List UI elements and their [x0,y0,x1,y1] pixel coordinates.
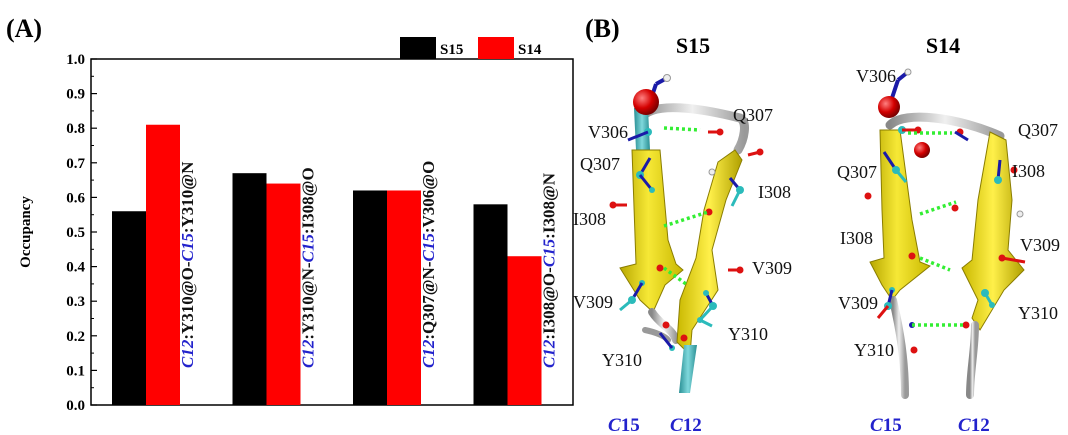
legend-swatch [400,37,436,59]
category-label: C12:Y310@N-C15:I308@O [299,167,318,368]
legend-label: S15 [440,42,463,58]
legend-label: S14 [518,42,542,58]
residue-label: Q307 [733,105,773,125]
legend: S15 S14 [400,37,542,59]
structure-s15: S15 [573,33,792,435]
y-tick-label: 0.4 [66,260,85,276]
bar-s15-2 [232,173,267,405]
y-tick-label: 0.6 [66,190,85,206]
y-axis: 0.0 0.1 0.2 0.3 0.4 0.5 0.6 0.7 0.8 0.9 1.0 [66,52,97,414]
structure-title: S15 [676,33,710,58]
residue-label: Q307 [580,154,620,174]
panel-a-label: (A) [6,14,42,43]
y-tick-label: 1.0 [66,52,85,68]
residue-label: Y310 [854,340,894,360]
s15-sidechains [609,74,764,351]
residue-label: I308 [758,182,791,202]
category-label: C12:Y310@O-C15:Y310@N [178,161,197,368]
chain-label: C15 [608,415,640,435]
y-tick-label: 0.2 [66,329,85,345]
y-tick-label: 0.1 [66,363,85,379]
y-axis-label: Occupancy [18,196,34,268]
s15-hbonds [662,126,709,286]
residue-label: I308 [1012,161,1045,181]
bar-s14-4 [507,256,542,405]
s14-sidechains [864,68,1026,354]
oxygen-sphere-icon [878,96,900,118]
legend-swatch [478,37,514,59]
bar-category-labels: C12:Y310@O-C15:Y310@N C12:Y310@N-C15:I308… [178,161,559,368]
residue-label: Y310 [728,324,768,344]
residue-label: Y310 [1018,303,1058,323]
category-label: C12:Q307@N-C15:V306@O [419,161,438,368]
residue-label: V306 [856,66,896,86]
y-tick-label: 0.3 [66,294,85,310]
occupancy-bar-chart: 0.0 0.1 0.2 0.3 0.4 0.5 0.6 0.7 0.8 0.9 1.0 C12:Y3… [18,37,574,414]
y-tick-label: 0.9 [66,87,85,103]
bar-marks [112,124,542,406]
panel-b-label: (B) [585,14,620,43]
structure-title: S14 [926,33,960,58]
residue-label: V309 [838,293,878,313]
bar-s15-4 [473,204,508,405]
structure-s14: S14 [837,33,1060,435]
residue-label: V306 [588,122,628,142]
residue-label: V309 [573,292,613,312]
bar-s14-3 [387,190,421,405]
y-tick-label: 0.8 [66,121,85,137]
oxygen-sphere-icon [633,89,659,115]
residue-label: I308 [840,228,873,248]
bar-s15-1 [112,211,146,405]
chain-label: C12 [670,415,702,435]
bar-s14-1 [146,124,180,406]
oxygen-sphere-icon [914,142,930,158]
chain-label: C15 [870,415,902,435]
category-label: C12:I308@O-C15:I308@N [540,172,559,368]
residue-label: Q307 [837,162,877,182]
y-tick-label: 0.5 [66,225,85,241]
residue-label: V309 [1020,235,1060,255]
residue-label: V309 [752,258,792,278]
residue-label: Y310 [602,350,642,370]
bar-s15-3 [353,190,387,405]
y-tick-label: 0.7 [66,156,85,172]
chain-label: C12 [958,415,990,435]
residue-label: Q307 [1018,120,1058,140]
residue-label: I308 [573,209,606,229]
y-tick-label: 0.0 [66,398,85,414]
bar-s14-2 [266,183,301,405]
s14-hbonds [908,131,964,327]
